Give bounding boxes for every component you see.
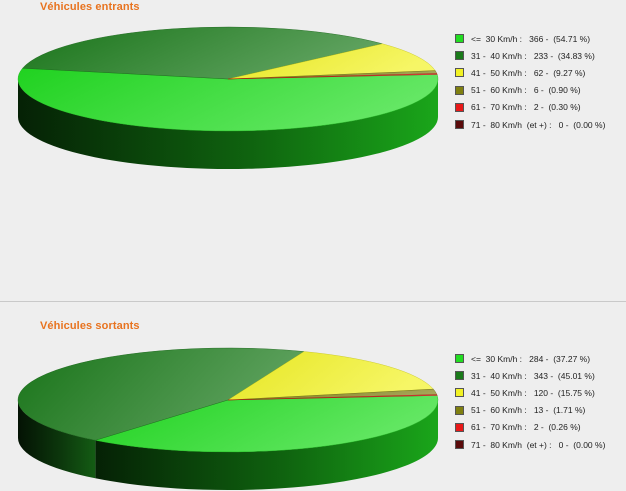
pie-slice-61-70 [227,394,438,401]
pie-chart-entrants [17,26,439,169]
pie-side-le30 [95,400,438,490]
legend-entrants: <= 30 Km/h : 366 - (54.71 %) 31 - 40 Km/h… [455,30,605,133]
legend-label: 31 - 40 Km/h : 233 - (34.83 %) [471,50,595,61]
legend-item-61-70: 61 - 70 Km/h : 2 - (0.30 %) [455,99,605,116]
pie-slice-41-50 [227,351,434,401]
pie-slice-le30 [95,395,439,453]
legend-swatch [455,51,464,61]
legend-sortants: <= 30 Km/h : 284 - (37.27 %) 31 - 40 Km/h… [455,350,605,453]
legend-item-le30: <= 30 Km/h : 366 - (54.71 %) [455,30,605,47]
legend-item-71-80: 71 - 80 Km/h (et +) : 0 - (0.00 %) [455,436,605,453]
chart-panel-entrants: Véhicules entrants <= 30 Km/h : 366 - (5… [17,1,605,169]
legend-item-51-60: 51 - 60 Km/h : 13 - (1.71 %) [455,402,605,419]
legend-item-71-80: 71 - 80 Km/h (et +) : 0 - (0.00 %) [455,116,605,133]
legend-item-41-50: 41 - 50 Km/h : 62 - (9.27 %) [455,64,605,81]
legend-item-51-60: 51 - 60 Km/h : 6 - (0.90 %) [455,82,605,99]
legend-label: 41 - 50 Km/h : 62 - (9.27 %) [471,67,586,78]
legend-item-31-40: 31 - 40 Km/h : 343 - (45.01 %) [455,367,605,384]
legend-label: 61 - 70 Km/h : 2 - (0.26 %) [471,422,581,433]
chart-title: Véhicules sortants [40,320,140,332]
legend-label: 71 - 80 Km/h (et +) : 0 - (0.00 %) [471,119,606,130]
legend-label: 71 - 80 Km/h (et +) : 0 - (0.00 %) [471,439,606,450]
pie-side-le30 [18,79,438,169]
legend-label: 41 - 50 Km/h : 120 - (15.75 %) [471,387,595,398]
legend-label: 31 - 40 Km/h : 343 - (45.01 %) [471,370,595,381]
pie-slice-31-40 [17,347,305,441]
legend-swatch [455,85,464,95]
pie-slice-31-40 [22,26,383,80]
legend-swatch [455,388,464,398]
legend-item-le30: <= 30 Km/h : 284 - (37.27 %) [455,350,605,367]
legend-swatch [455,405,464,415]
pie-side-31-40 [18,400,96,479]
chart-title: Véhicules entrants [40,1,140,13]
legend-item-61-70: 61 - 70 Km/h : 2 - (0.26 %) [455,419,605,436]
pie-chart-sortants [17,347,439,490]
chart-panel-sortants: Véhicules sortants <= 30 Km/h : 284 - (3… [0,301,626,491]
pie-slice-41-50 [227,43,436,80]
legend-swatch [455,120,464,130]
legend-label: 61 - 70 Km/h : 2 - (0.30 %) [471,102,581,113]
legend-label: 51 - 60 Km/h : 13 - (1.71 %) [471,405,586,416]
legend-swatch [455,440,464,450]
legend-swatch [455,34,464,44]
legend-item-31-40: 31 - 40 Km/h : 233 - (34.83 %) [455,47,605,64]
legend-label: <= 30 Km/h : 366 - (54.71 %) [471,33,591,44]
legend-item-41-50: 41 - 50 Km/h : 120 - (15.75 %) [455,384,605,401]
legend-swatch [455,102,464,112]
legend-swatch [455,68,464,78]
legend-swatch [455,422,464,432]
legend-swatch [455,371,464,381]
pie-slice-le30 [17,68,439,132]
legend-label: <= 30 Km/h : 284 - (37.27 %) [471,353,591,364]
legend-label: 51 - 60 Km/h : 6 - (0.90 %) [471,85,581,96]
legend-swatch [455,354,464,364]
pie-slice-61-70 [227,73,438,80]
